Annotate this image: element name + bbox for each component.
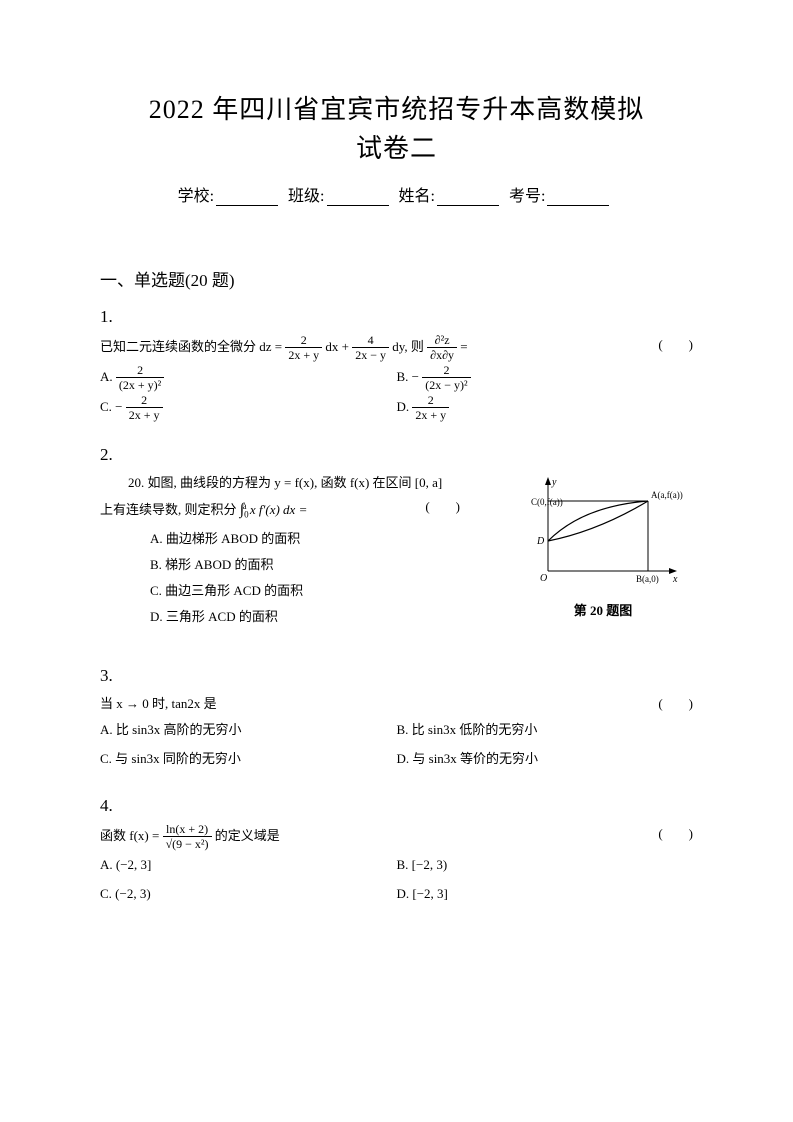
q4-text: 函数 f(x) = ln(x + 2)√(9 − x²) 的定义域是 ( )	[100, 822, 693, 852]
q3-optD: D. 与 sin3x 等价的无穷小	[397, 745, 694, 774]
id-label: 考号:	[509, 188, 545, 205]
q4-stem-prefix: 函数 f(x) =	[100, 827, 163, 842]
q4-frac: ln(x + 2)√(9 − x²)	[163, 822, 212, 852]
q1-optB: 2(2x − y)²	[422, 363, 470, 393]
integral-icon: ∫	[240, 501, 244, 518]
fig-label-D: D	[536, 536, 545, 547]
q2-optB: B. 梯形 ABOD 的面积	[100, 552, 460, 578]
class-label: 班级:	[288, 188, 324, 205]
q3-text: 当 x → 0 时, tan2x 是 ( )	[100, 692, 693, 717]
q4-paren: ( )	[658, 822, 693, 847]
q1-frac2: 42x − y	[352, 333, 389, 363]
q2-line2a: 上有连续导数, 则定积分	[100, 502, 237, 517]
q1-text: 已知二元连续函数的全微分 dz = 22x + y dx + 42x − y d…	[100, 333, 693, 363]
name-label: 姓名:	[399, 188, 435, 205]
q1-options-row1: A. 2(2x + y)² B. − 2(2x − y)²	[100, 363, 693, 393]
q1-frac3: ∂²z∂x∂y	[427, 333, 457, 363]
q4-options-row2: C. (−2, 3) D. [−2, 3]	[100, 880, 693, 909]
q4-optC: C. (−2, 3)	[100, 880, 397, 909]
exam-title: 2022 年四川省宜宾市统招专升本高数模拟 试卷二	[100, 90, 693, 168]
blank-name[interactable]	[437, 190, 499, 206]
title-line1: 2022 年四川省宜宾市统招专升本高数模拟	[100, 90, 693, 129]
q1-number: 1.	[100, 307, 693, 327]
q4-stem-suffix: 的定义域是	[215, 827, 280, 842]
q1-optC: 22x + y	[126, 393, 163, 423]
q1-paren: ( )	[658, 333, 693, 358]
q3-number: 3.	[100, 666, 693, 686]
q1-stem-prefix: 已知二元连续函数的全微分 dz =	[100, 339, 285, 354]
q2-wrap: 20. 如图, 曲线段的方程为 y = f(x), 函数 f(x) 在区间 [0…	[100, 471, 693, 630]
q2-optA: A. 曲边梯形 ABOD 的面积	[100, 526, 460, 552]
q1-optD: 22x + y	[412, 393, 449, 423]
fig-caption: 第 20 题图	[523, 600, 683, 619]
q1-frac1: 22x + y	[285, 333, 322, 363]
q2-figure: C(0,f(a)) A(a,f(a)) D O B(a,0) y x 第 20 …	[523, 471, 683, 619]
q3-options-row2: C. 与 sin3x 同阶的无穷小 D. 与 sin3x 等价的无穷小	[100, 745, 693, 774]
q2-number: 2.	[100, 445, 693, 465]
fig-label-B: B(a,0)	[636, 574, 659, 584]
q2-pre: 20. 如图, 曲线段的方程为 y = f(x), 函数 f(x) 在区间 [0…	[128, 475, 442, 490]
fig-label-C: C(0,f(a))	[531, 497, 563, 507]
q3-optB: B. 比 sin3x 低阶的无穷小	[397, 716, 694, 745]
fig-label-O: O	[540, 573, 547, 584]
q3-paren: ( )	[658, 692, 693, 717]
q4-number: 4.	[100, 796, 693, 816]
fig-label-x: x	[672, 574, 678, 585]
q4-options-row1: A. (−2, 3] B. [−2, 3)	[100, 851, 693, 880]
q2-optC: C. 曲边三角形 ACD 的面积	[100, 578, 460, 604]
q2-optD: D. 三角形 ACD 的面积	[100, 604, 460, 630]
info-line: 学校: 班级: 姓名: 考号:	[100, 182, 693, 206]
q3-stem: 当 x → 0 时, tan2x 是	[100, 696, 217, 711]
title-line2: 试卷二	[100, 129, 693, 168]
school-label: 学校:	[178, 188, 214, 205]
q3-optA: A. 比 sin3x 高阶的无穷小	[100, 716, 397, 745]
fig-label-A: A(a,f(a))	[651, 490, 683, 500]
blank-school[interactable]	[216, 190, 278, 206]
fig-label-y: y	[551, 477, 557, 488]
q1-options-row2: C. − 22x + y D. 22x + y	[100, 393, 693, 423]
q1-optA: 2(2x + y)²	[116, 363, 164, 393]
section-heading: 一、单选题(20 题)	[100, 266, 693, 291]
blank-id[interactable]	[547, 190, 609, 206]
graph-icon: C(0,f(a)) A(a,f(a)) D O B(a,0) y x	[523, 471, 683, 591]
q4-optB: B. [−2, 3)	[397, 851, 694, 880]
q4-optD: D. [−2, 3]	[397, 880, 694, 909]
q3-optC: C. 与 sin3x 同阶的无穷小	[100, 745, 397, 774]
q2-paren: ( )	[425, 495, 460, 520]
blank-class[interactable]	[327, 190, 389, 206]
q4-optA: A. (−2, 3]	[100, 851, 397, 880]
q3-options-row1: A. 比 sin3x 高阶的无穷小 B. 比 sin3x 低阶的无穷小	[100, 716, 693, 745]
